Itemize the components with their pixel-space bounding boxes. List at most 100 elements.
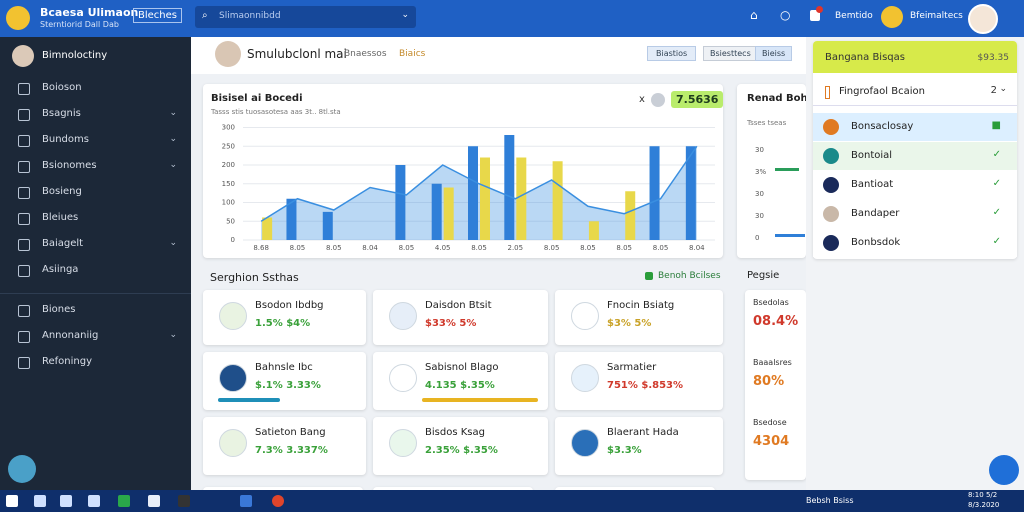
mini-list-label: Baaalsres (753, 358, 792, 367)
x-tick-label: 8.04 (362, 244, 378, 252)
mini-list-value: 80% (753, 374, 785, 389)
summary-card[interactable]: Sarmatier 751% $.853% (555, 352, 723, 410)
section-link-icon (645, 272, 653, 280)
home-icon[interactable]: ⌂ (750, 8, 758, 22)
sidebar-label: Refoningy (42, 356, 93, 367)
section-link[interactable]: Benoh Bcilses (658, 271, 721, 281)
top-bar: Bcaesa Ulimaon Sterntiorid Dall Dab Blec… (0, 0, 1024, 37)
sidebar-item[interactable]: Annonaniig ⌄ (18, 327, 183, 347)
card-value: 2.35% $.35% (425, 445, 498, 456)
search-box[interactable]: ⌕ Slimaonnibdd ⌄ (195, 6, 416, 28)
card-value: 7.3% 3.337% (255, 445, 328, 456)
sidebar-icon (18, 213, 30, 225)
sidebar-item[interactable]: Bsionomes ⌄ (18, 157, 183, 177)
summary-card[interactable]: Satieton Bang 7.3% 3.337% (203, 417, 366, 475)
top-button[interactable]: Bleches (133, 8, 182, 23)
taskbar-icon[interactable] (178, 495, 190, 507)
summary-card[interactable]: Daisdon Btsit $33% 5% (373, 290, 548, 345)
y-tick-label: 250 (222, 142, 235, 150)
sidebar-item[interactable]: Bleiues (18, 209, 183, 229)
notification-badge (816, 6, 823, 13)
sidebar-item[interactable]: Biones (18, 301, 183, 321)
summary-card[interactable]: Bisdos Ksag 2.35% $.35% (373, 417, 548, 475)
header-tag: Biaics (399, 49, 426, 59)
taskbar-icon[interactable] (118, 495, 130, 507)
sidebar: Bimnoloctiny Boioson Bsagnis ⌄ Bundoms ⌄ Bsio… (0, 37, 191, 490)
sidebar-item[interactable]: Refoningy (18, 353, 183, 373)
summary-card[interactable]: Bahnsle Ibc $.1% 3.33% (203, 352, 366, 410)
card-icon (389, 429, 417, 457)
x-tick-label: 2.05 (508, 244, 524, 252)
panel-item[interactable]: Bantioat ✓ (813, 171, 1017, 199)
bar (468, 146, 478, 240)
line (260, 145, 698, 222)
panel-item[interactable]: Bonbsdok ✓ (813, 229, 1017, 257)
panel-dropdown[interactable]: Fingrofaol Bcaion 2 ⌄ (813, 79, 1017, 106)
card-value: $33% 5% (425, 318, 477, 329)
status-text: Bemtido (835, 11, 873, 21)
app-logo[interactable] (6, 6, 30, 30)
side-chart-title: Renad Bohiar (747, 93, 823, 104)
card-title: Fnocin Bsiatg (607, 300, 675, 311)
close-button[interactable]: x (639, 94, 645, 105)
panel-title: Bangana Bisqas (825, 52, 905, 63)
help-button[interactable] (989, 455, 1019, 485)
user-badge[interactable] (881, 6, 903, 28)
search-dropdown: ⌄ (401, 10, 409, 20)
taskbar-icon[interactable] (240, 495, 252, 507)
bar (516, 157, 527, 240)
clock-time: 8:10 5/2 (968, 491, 998, 499)
x-tick-label: 8.05 (616, 244, 632, 252)
side-chart-label: 0 (755, 234, 760, 242)
card-title: Bisdos Ksag (425, 427, 485, 438)
sidebar-label: Bundoms (42, 134, 89, 145)
sidebar-label: Bsagnis (42, 108, 81, 119)
panel-item[interactable]: Bandaper ✓ (813, 200, 1017, 228)
taskbar-icon[interactable] (88, 495, 100, 507)
card-title: Satieton Bang (255, 427, 326, 438)
chart-toggle[interactable] (651, 93, 665, 107)
sidebar-label: Annonaniig (42, 330, 99, 341)
right-panel: Bangana Bisqas $93.35 Fingrofaol Bcaion … (813, 41, 1017, 259)
search-button[interactable]: ○ (780, 8, 791, 22)
search-icon: ⌕ (202, 10, 208, 21)
sidebar-item[interactable]: Asiinga (18, 261, 183, 281)
taskbar-icon[interactable] (272, 495, 284, 507)
side-chart-line (775, 168, 799, 171)
sidebar-chevron: ⌄ (169, 330, 177, 340)
item-icon (823, 148, 839, 164)
notification-icon[interactable] (810, 6, 823, 21)
panel-amount: $93.35 (977, 53, 1010, 63)
item-icon (823, 235, 839, 251)
sidebar-item[interactable]: Bsagnis ⌄ (18, 105, 183, 125)
sidebar-item[interactable]: Bosieng (18, 183, 183, 203)
mini-list-label: Bsedolas (753, 298, 789, 307)
sidebar-chevron: ⌄ (169, 160, 177, 170)
header-button[interactable]: Bieiss (755, 46, 793, 61)
header-button[interactable]: Biastios (647, 46, 697, 61)
card-icon (571, 429, 599, 457)
card-title: Bsodon Ibdbg (255, 300, 324, 311)
sidebar-item[interactable]: Baiagelt ⌄ (18, 235, 183, 255)
bar (588, 221, 599, 240)
progress-bar (422, 398, 538, 402)
summary-card[interactable]: Bsodon Ibdbg 1.5% $4% (203, 290, 366, 345)
y-tick-label: 300 (222, 124, 235, 132)
summary-card[interactable]: Blaerant Hada $3.3% (555, 417, 723, 475)
sidebar-bottom-avatar[interactable] (8, 455, 36, 483)
summary-card[interactable]: Fnocin Bsiatg $3% 5% (555, 290, 723, 345)
taskbar-icon[interactable] (34, 495, 46, 507)
taskbar-icon[interactable] (60, 495, 72, 507)
taskbar-icon[interactable] (148, 495, 160, 507)
panel-item[interactable]: Bonsaclosay ■ (813, 113, 1017, 141)
card-value: $3.3% (607, 445, 642, 456)
user-avatar[interactable] (968, 4, 998, 34)
dropdown-label: Fingrofaol Bcaion (839, 86, 925, 97)
sidebar-divider (0, 293, 191, 294)
panel-item[interactable]: Bontoial ✓ (813, 142, 1017, 170)
taskbar-icon[interactable] (6, 495, 18, 507)
sidebar-item[interactable]: Bundoms ⌄ (18, 131, 183, 151)
header-button[interactable]: Bsiesttecs (703, 46, 758, 61)
sidebar-item[interactable]: Boioson (18, 79, 183, 99)
